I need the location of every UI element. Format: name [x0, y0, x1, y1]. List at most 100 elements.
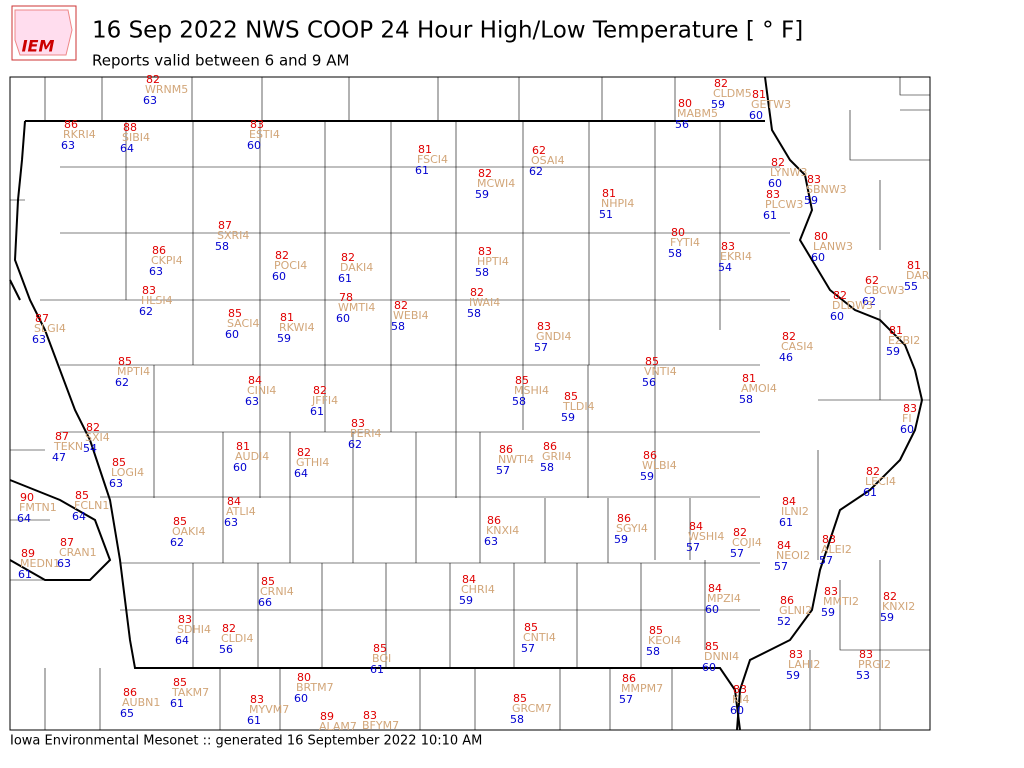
- station-high: 81: [418, 143, 432, 156]
- station-high: 85: [649, 624, 663, 637]
- station-id: GETW3: [751, 98, 791, 111]
- station-low: 62: [139, 305, 153, 318]
- map-frame: [9, 76, 931, 731]
- station-id: IWAI4: [469, 296, 500, 309]
- station-low: 62: [170, 536, 184, 549]
- station-id: JFFI4: [311, 394, 338, 407]
- station-low: 57: [521, 642, 535, 655]
- station-low: 60: [225, 328, 239, 341]
- station-high: 85: [524, 621, 538, 634]
- station-id: PRGI2: [858, 658, 891, 671]
- station-id: LOGI4: [111, 466, 144, 479]
- station-low: 60: [294, 692, 308, 705]
- station-high: 85: [515, 374, 529, 387]
- station-low: 59: [711, 98, 725, 111]
- station-high: 84: [782, 495, 796, 508]
- station-id: RKWI4: [279, 321, 315, 334]
- station-id: SXI4: [85, 431, 110, 444]
- station-high: 85: [118, 355, 132, 368]
- station-low: 57: [496, 464, 510, 477]
- station-id: SIBI4: [122, 131, 150, 144]
- station-id: GRCM7: [512, 702, 552, 715]
- station-low: 60: [730, 704, 744, 717]
- station-high: 85: [645, 355, 659, 368]
- station-high: 81: [280, 311, 294, 324]
- station-id: LYNW3: [770, 166, 808, 179]
- station-id: SBNW3: [806, 183, 847, 196]
- logo-text: IEM: [22, 37, 55, 56]
- station-high: 83: [824, 585, 838, 598]
- station-high: 82: [146, 73, 160, 86]
- station-low: 60: [900, 423, 914, 436]
- station-id: MYVM7: [249, 703, 289, 716]
- station-id: SLGI4: [34, 322, 66, 335]
- station-high: 84: [227, 495, 241, 508]
- station-high: 82: [782, 330, 796, 343]
- station-id: SXRI4: [217, 229, 249, 242]
- station-low: 60: [247, 139, 261, 152]
- station-high: 82: [833, 289, 847, 302]
- station-id: SACI4: [227, 317, 259, 330]
- station-id: PERI4: [350, 427, 381, 440]
- station-high: 83: [178, 613, 192, 626]
- station-id: DAR: [906, 269, 930, 282]
- station-high: 86: [780, 594, 794, 607]
- station-id: MEDN1: [20, 557, 60, 570]
- station-id: FI: [902, 412, 912, 425]
- station-low: 59: [886, 345, 900, 358]
- station-low: 58: [467, 307, 481, 320]
- station-high: 83: [351, 417, 365, 430]
- station-id: KI4: [732, 693, 749, 706]
- station-high: 82: [394, 299, 408, 312]
- station-high: 83: [363, 709, 377, 722]
- station-high: 82: [714, 77, 728, 90]
- station-id: HPTI4: [477, 255, 509, 268]
- station-id: BRTM7: [296, 681, 334, 694]
- station-high: 82: [470, 286, 484, 299]
- station-low: 56: [642, 376, 656, 389]
- station-low: 60: [749, 109, 763, 122]
- station-low: 58: [540, 461, 554, 474]
- station-low: 63: [149, 265, 163, 278]
- station-low: 61: [338, 272, 352, 285]
- station-low: 59: [614, 533, 628, 546]
- station-id: GRII4: [542, 450, 572, 463]
- station-low: 63: [484, 535, 498, 548]
- station-low: 60: [830, 310, 844, 323]
- station-id: HLSI4: [141, 294, 173, 307]
- station-id: SGYI4: [616, 522, 648, 535]
- station-low: 59: [880, 611, 894, 624]
- station-low: 60: [768, 177, 782, 190]
- station-low: 59: [561, 411, 575, 424]
- station-high: 87: [60, 536, 74, 549]
- station-high: 86: [643, 449, 657, 462]
- station-low: 59: [821, 606, 835, 619]
- station-high: 83: [903, 402, 917, 415]
- station-id: SDHI4: [177, 623, 211, 636]
- station-high: 86: [487, 514, 501, 527]
- state-borders: [9, 76, 924, 731]
- station-low: 59: [786, 669, 800, 682]
- station-high: 80: [678, 97, 692, 110]
- station-id: LECI4: [865, 475, 896, 488]
- station-low: 64: [175, 634, 189, 647]
- station-high: 82: [297, 446, 311, 459]
- station-id: CLDI4: [221, 632, 254, 645]
- station-low: 60: [272, 270, 286, 283]
- station-high: 83: [250, 693, 264, 706]
- station-high: 86: [152, 244, 166, 257]
- station-id: ALAM7: [319, 720, 357, 733]
- station-id: DLDW3: [832, 299, 873, 312]
- station-high: 83: [537, 320, 551, 333]
- station-low: 61: [763, 209, 777, 222]
- station-id: OAKI4: [172, 525, 205, 538]
- station-low: 59: [640, 470, 654, 483]
- station-id: WSHI4: [688, 530, 724, 543]
- station-high: 85: [173, 515, 187, 528]
- station-id: DNNI4: [704, 650, 739, 663]
- station-low: 64: [294, 467, 308, 480]
- station-low: 56: [219, 643, 233, 656]
- station-high: 86: [123, 686, 137, 699]
- station-high: 87: [55, 430, 69, 443]
- station-id: WMTI4: [338, 301, 375, 314]
